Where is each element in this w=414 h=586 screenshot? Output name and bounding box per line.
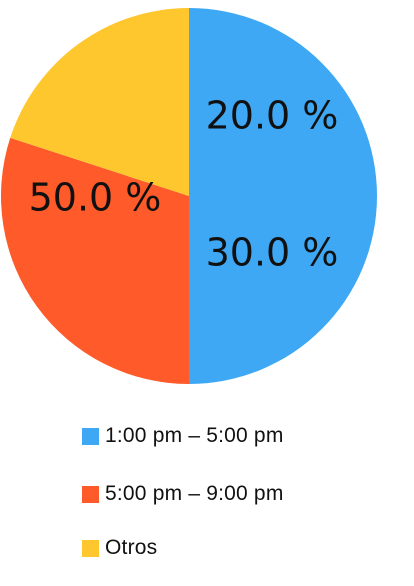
pie-slice-3 bbox=[10, 8, 190, 196]
legend-item-1: 1:00 pm – 5:00 pm bbox=[82, 424, 284, 448]
slice-value-label-2: 30.0 % bbox=[206, 231, 339, 275]
legend-label-1: 1:00 pm – 5:00 pm bbox=[105, 424, 284, 447]
legend-item-3: Otros bbox=[82, 536, 157, 560]
slice-value-label-1: 50.0 % bbox=[29, 176, 162, 220]
pie-slice-1 bbox=[189, 8, 377, 384]
legend-label-2: 5:00 pm – 9:00 pm bbox=[105, 482, 284, 505]
legend-swatch-1 bbox=[82, 427, 99, 445]
legend-item-2: 5:00 pm – 9:00 pm bbox=[82, 482, 284, 506]
slice-value-label-3: 20.0 % bbox=[206, 94, 339, 138]
legend-label-3: Otros bbox=[105, 536, 158, 559]
pie-slice-2 bbox=[0, 137, 190, 384]
legend-swatch-3 bbox=[82, 539, 99, 557]
legend-swatch-2 bbox=[82, 485, 99, 503]
pie-chart-svg: 50.0 % 30.0 % 20.0 % bbox=[0, 8, 377, 384]
